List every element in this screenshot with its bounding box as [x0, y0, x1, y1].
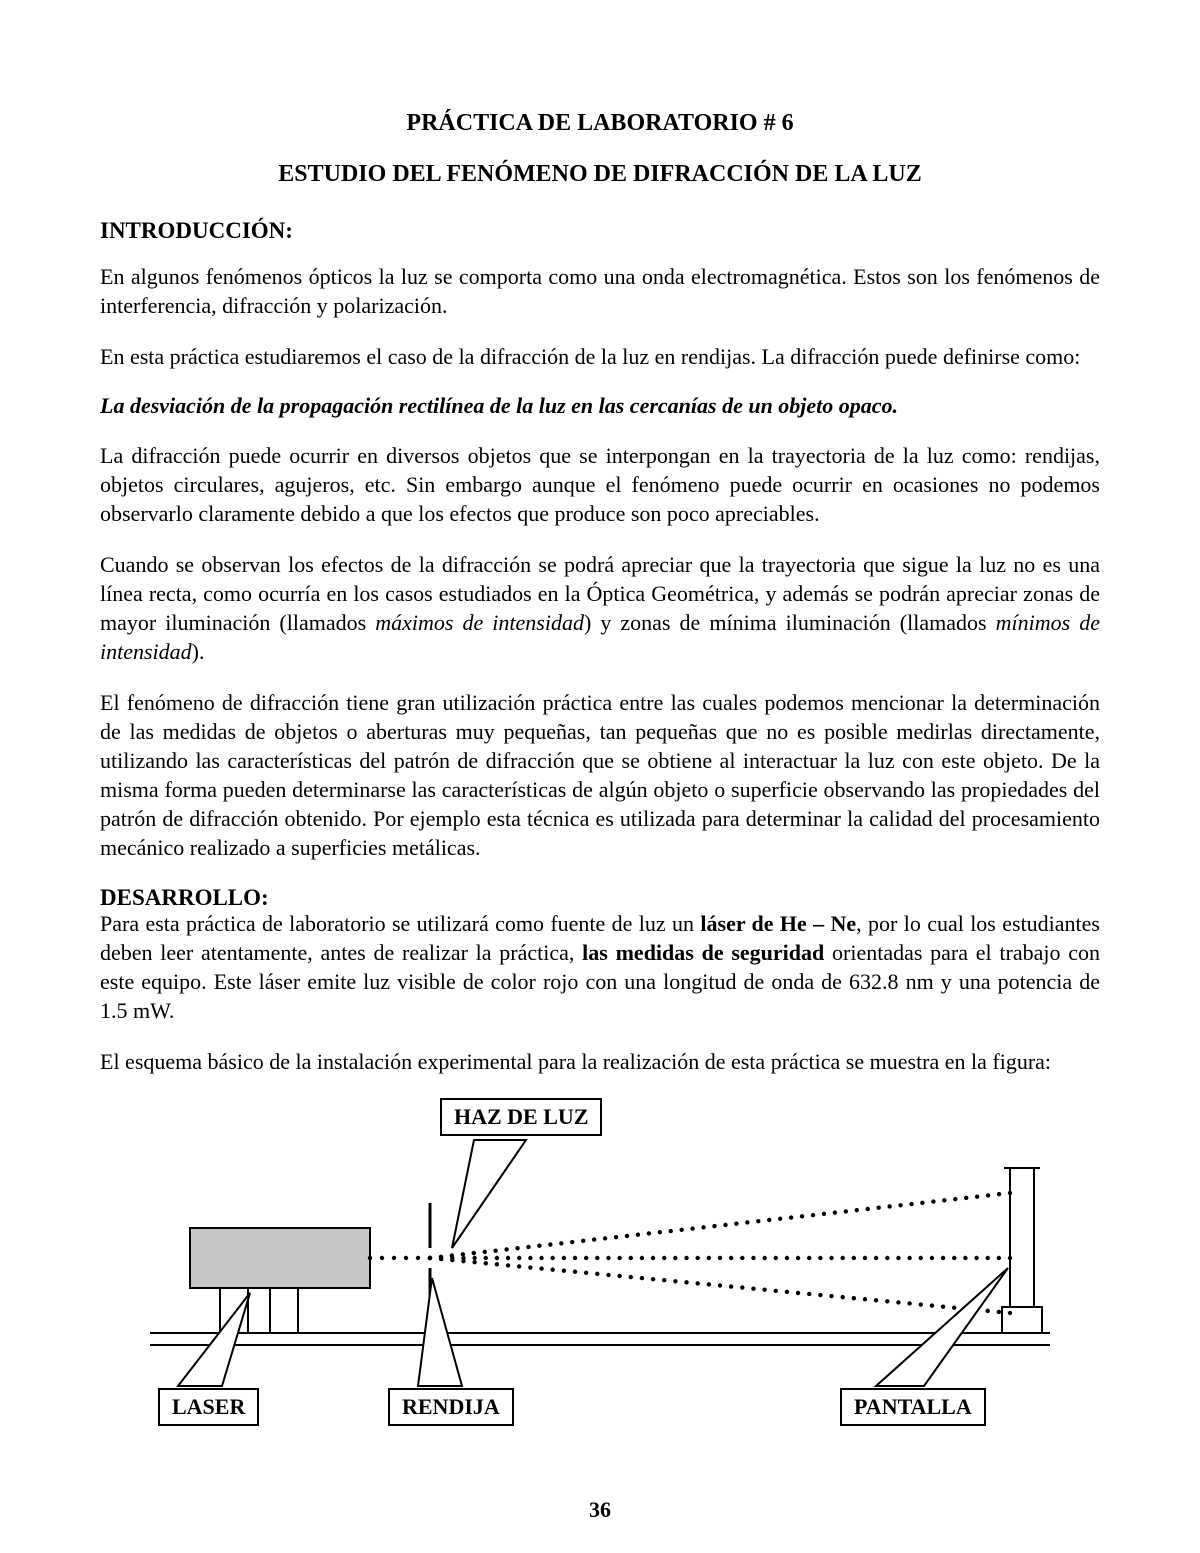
label-pantalla: PANTALLA [840, 1388, 986, 1426]
section-heading-desarrollo: DESARROLLO: [100, 885, 1100, 911]
paragraph: En algunos fenómenos ópticos la luz se c… [100, 262, 1100, 320]
page-number: 36 [0, 1497, 1200, 1523]
page-title: PRÁCTICA DE LABORATORIO # 6 [100, 110, 1100, 137]
italic-term: máximos de intensidad [375, 610, 584, 635]
document-page: PRÁCTICA DE LABORATORIO # 6 ESTUDIO DEL … [0, 0, 1200, 1553]
section-heading-intro: INTRODUCCIÓN: [100, 218, 1100, 244]
text-run: ). [192, 639, 205, 664]
label-rendija: RENDIJA [388, 1388, 514, 1426]
diagram-svg [140, 1098, 1060, 1428]
paragraph: Para esta práctica de laboratorio se uti… [100, 909, 1100, 1025]
page-subtitle: ESTUDIO DEL FENÓMENO DE DIFRACCIÓN DE LA… [100, 161, 1100, 188]
paragraph: En esta práctica estudiaremos el caso de… [100, 342, 1100, 371]
definition-text: La desviación de la propagación rectilín… [100, 393, 1100, 419]
paragraph: El esquema básico de la instalación expe… [100, 1047, 1100, 1076]
text-run: Para esta práctica de laboratorio se uti… [100, 911, 700, 936]
paragraph: El fenómeno de difracción tiene gran uti… [100, 688, 1100, 862]
label-laser: LASER [158, 1388, 259, 1426]
paragraph: Cuando se observan los efectos de la dif… [100, 550, 1100, 666]
text-run: ) y zonas de mínima iluminación (llamado… [584, 610, 996, 635]
paragraph: La difracción puede ocurrir en diversos … [100, 441, 1100, 528]
bold-term: las medidas de seguridad [582, 940, 824, 965]
label-haz-de-luz: HAZ DE LUZ [440, 1098, 602, 1136]
experiment-diagram: HAZ DE LUZ LASER RENDIJA PANTALLA [140, 1098, 1060, 1428]
bold-term: láser de He – Ne [700, 911, 856, 936]
